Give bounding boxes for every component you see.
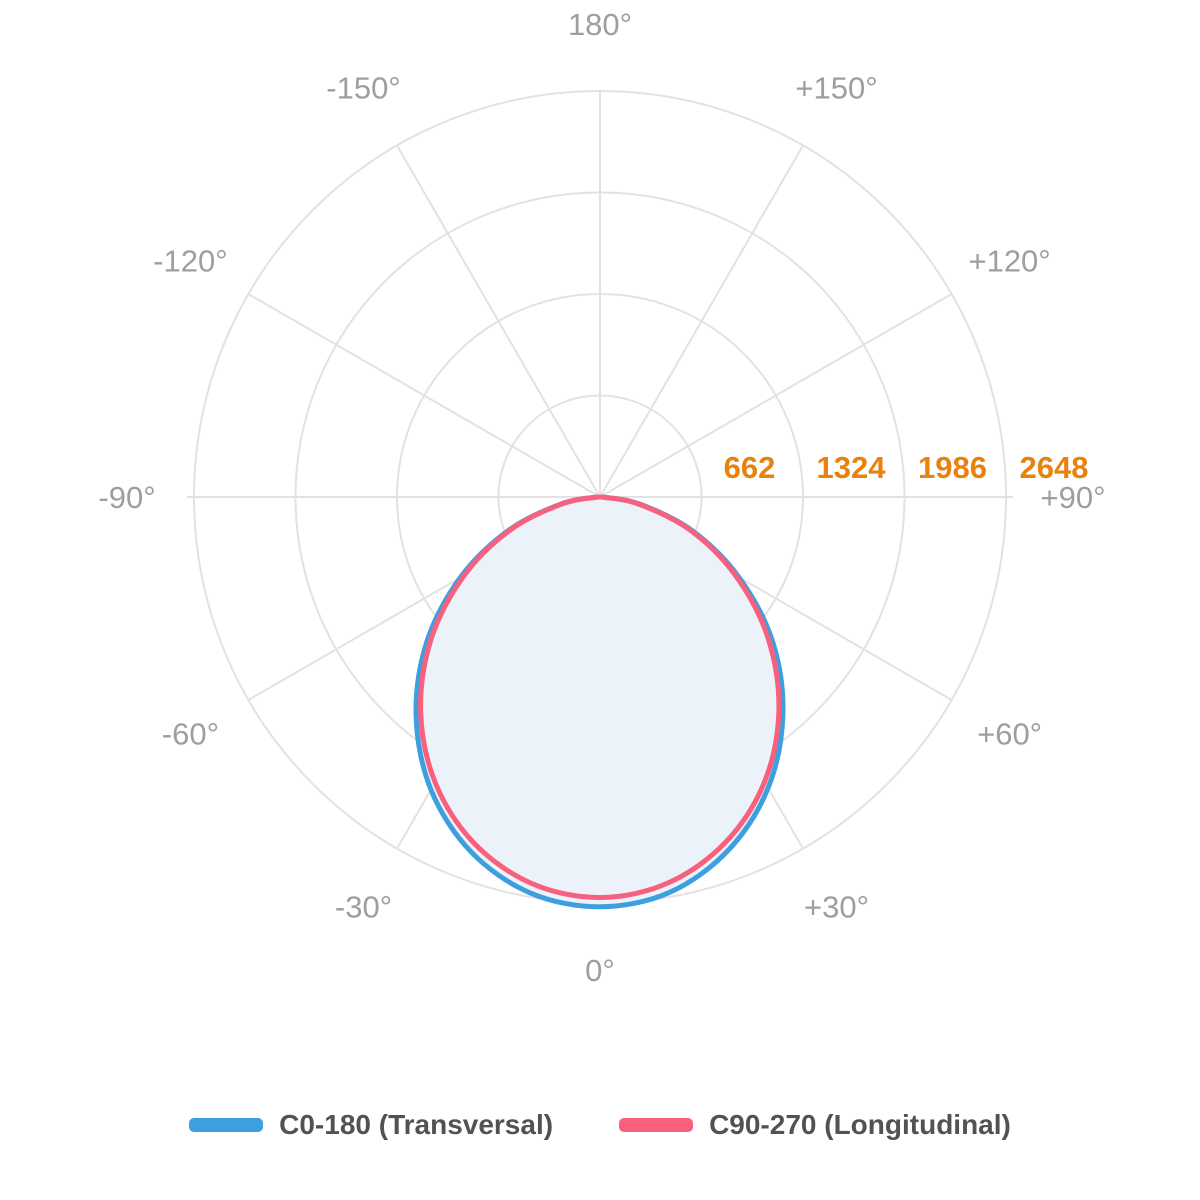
grid-spoke <box>396 144 601 498</box>
radial-tick-label: 1324 <box>817 450 887 485</box>
angle-tick-label: +120° <box>968 244 1050 279</box>
grid-spoke <box>247 293 601 498</box>
legend-label-c0-180: C0-180 (Transversal) <box>279 1109 554 1140</box>
angle-tick-label: +30° <box>804 890 869 925</box>
grid-spoke <box>599 293 953 498</box>
series-curve-c0-180 <box>413 494 786 910</box>
angle-tick-label: -150° <box>326 70 400 105</box>
angle-tick-label: 0° <box>585 953 615 988</box>
polar-chart-canvas: 0° +30° +60° +90° +120° +150° 180° -150° -120° -9… <box>98 7 1106 988</box>
angle-tick-label: +60° <box>977 717 1042 752</box>
legend-swatch-c90-270 <box>619 1118 694 1132</box>
radial-tick-label: 1986 <box>918 450 987 485</box>
polar-photometric-chart: 0° +30° +60° +90° +120° +150° 180° -150° -120° -9… <box>98 7 1106 988</box>
series-curve-c90-270 <box>418 494 782 901</box>
legend-item-c0-180[interactable]: C0-180 (Transversal) <box>189 1109 553 1141</box>
angle-tick-label: -90° <box>98 480 155 515</box>
legend-item-c90-270[interactable]: C90-270 (Longitudinal) <box>619 1109 1011 1141</box>
grid-spoke <box>599 144 804 498</box>
legend: C0-180 (Transversal) C90-270 (Longitudin… <box>0 1103 1200 1147</box>
radial-tick-label: 662 <box>724 450 776 485</box>
legend-label-c90-270: C90-270 (Longitudinal) <box>709 1109 1011 1140</box>
radial-tick-label: 2648 <box>1020 450 1089 485</box>
angle-tick-label: -60° <box>162 717 219 752</box>
angle-tick-label: +150° <box>795 70 877 105</box>
angle-tick-label: -30° <box>335 890 392 925</box>
angle-tick-label: +90° <box>1041 480 1106 515</box>
legend-swatch-c0-180 <box>189 1118 264 1132</box>
angle-tick-label: -120° <box>153 244 227 279</box>
angle-tick-label: 180° <box>568 7 632 42</box>
